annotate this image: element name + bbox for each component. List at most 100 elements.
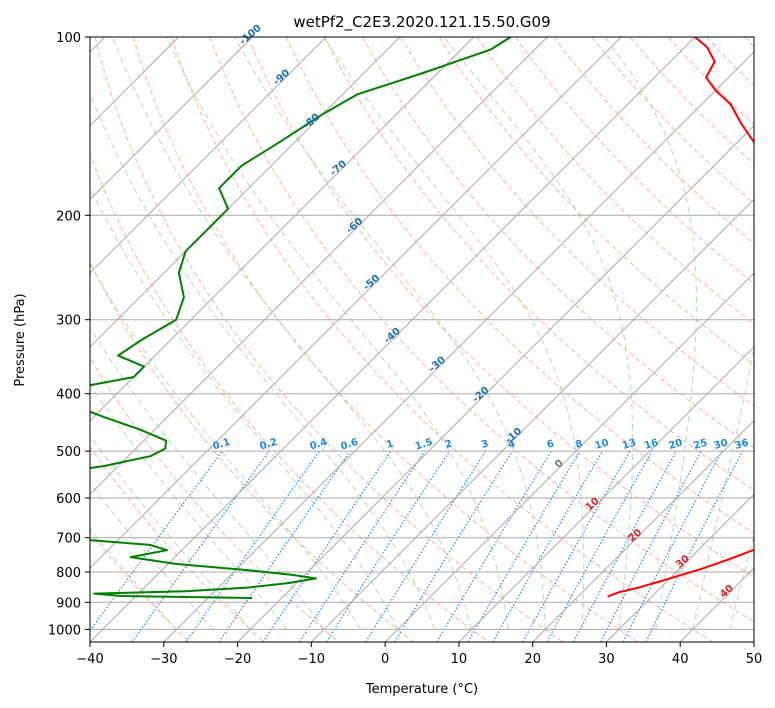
x-tick-label: −20	[224, 652, 251, 667]
isotherm-gridline	[90, 37, 253, 201]
dewpoint-profile-line	[90, 37, 512, 599]
isotherm-gridline	[90, 37, 475, 422]
dry-adiabat	[90, 260, 414, 642]
plot-frame	[89, 36, 755, 643]
moist-adiabat	[90, 434, 251, 630]
mixing-ratio-line	[325, 450, 450, 642]
dry-adiabat	[515, 37, 754, 285]
mixing-ratio-label: 0.4	[308, 437, 328, 453]
dry-adiabat	[400, 37, 754, 407]
moist-adiabat	[604, 37, 698, 630]
mixing-ratio-line	[262, 450, 392, 642]
mixing-ratio-line	[436, 450, 552, 642]
isotherm-gridline	[90, 37, 622, 569]
mixing-ratio-label: 0.2	[258, 437, 278, 453]
mixing-ratio-label: 25	[692, 437, 709, 452]
y-tick-label: 300	[56, 314, 81, 329]
dry-adiabat	[132, 37, 639, 642]
mixing-ratio-label: 4	[507, 438, 517, 451]
dry-adiabat	[629, 37, 754, 165]
mixing-ratio-label: 20	[667, 437, 684, 452]
mixing-ratio-line	[546, 450, 653, 642]
mixing-ratio-label: 6	[546, 438, 556, 451]
mixing-ratio-label: 2	[444, 438, 454, 451]
x-axis-label: Temperature (°C)	[365, 682, 478, 697]
dry-adiabat	[171, 37, 713, 642]
moist-adiabat	[90, 527, 177, 630]
moist-adiabat	[692, 346, 754, 630]
x-tick-label: 20	[524, 652, 541, 667]
temperature-profile-line	[607, 37, 754, 598]
x-tick-label: −10	[298, 652, 325, 667]
mixing-ratio-line	[622, 450, 723, 642]
dry-adiabat	[553, 37, 754, 245]
mixing-ratio-label: 36	[734, 437, 751, 452]
grid-lines	[90, 37, 754, 642]
x-tick-label: 50	[746, 652, 763, 667]
mixing-ratio-line	[185, 450, 320, 642]
chart-title: wetPf2_C2E3.2020.121.15.50.G09	[293, 13, 550, 32]
isotherm-gridline	[384, 272, 754, 642]
mixing-ratio-label: 0.1	[211, 437, 231, 453]
isotherm-gridline	[163, 51, 754, 642]
isotherm-gridline	[90, 37, 327, 274]
mixing-ratio-label: 0.6	[339, 437, 359, 453]
plot-area	[90, 37, 754, 642]
dry-adiabat	[323, 37, 754, 491]
y-tick-label: 1000	[48, 623, 81, 638]
moist-adiabat	[729, 533, 754, 630]
mixing-ratio-label: 8	[574, 438, 584, 451]
dry-adiabat	[285, 37, 754, 534]
isotherm-gridline	[606, 493, 754, 642]
isotherm-gridline	[90, 37, 696, 642]
mixing-ratio-label: 3	[480, 438, 490, 451]
x-axis-ticks: −40 −30 −20 −10 0 10 20 30 40 50	[76, 642, 762, 667]
isotherm-gridline	[753, 641, 754, 642]
dry-adiabat	[438, 37, 754, 366]
mixing-ratio-line	[645, 450, 744, 642]
background-lines	[90, 37, 754, 642]
isotherm-gridline	[90, 37, 401, 348]
dry-adiabat	[94, 37, 564, 642]
mixing-ratio-line	[131, 450, 270, 642]
moist-adiabat	[234, 37, 546, 630]
isotherm-gridline	[532, 419, 754, 642]
dry-adiabat	[90, 446, 265, 642]
y-tick-label: 400	[56, 388, 81, 403]
mixing-ratio-line	[600, 450, 702, 642]
mixing-ratio-line	[218, 450, 351, 642]
x-tick-label: 10	[451, 652, 468, 667]
y-axis-label: Pressure (hPa)	[13, 293, 28, 386]
dry-adiabat	[209, 37, 754, 623]
x-tick-label: −30	[150, 652, 177, 667]
y-tick-label: 100	[56, 31, 81, 46]
sounding-profiles	[90, 37, 754, 599]
isotherm-gridline	[90, 37, 548, 496]
isotherm-gridline	[310, 198, 754, 642]
x-tick-label: 0	[381, 652, 389, 667]
mixing-ratio-line	[365, 450, 487, 642]
moist-adiabat	[90, 262, 362, 630]
mixing-ratio-label: 1	[385, 438, 395, 451]
isotherm-gridline	[458, 346, 754, 642]
dry-adiabat	[247, 37, 754, 578]
y-tick-label: 800	[56, 566, 81, 581]
mixing-ratio-line	[522, 450, 631, 642]
isotherm-gridline	[237, 124, 754, 642]
mixing-ratio-label: 1.5	[414, 437, 434, 453]
y-tick-label: 500	[56, 445, 81, 460]
mixing-ratio-line	[299, 450, 426, 642]
y-axis-ticks: 100 200 300 400 500 600 700 800 900 1000	[48, 31, 90, 638]
mixing-ratio-label: 16	[643, 437, 660, 452]
x-tick-label: 40	[672, 652, 689, 667]
moist-adiabat	[90, 186, 399, 630]
y-tick-label: 200	[56, 209, 81, 224]
x-tick-label: 30	[598, 652, 615, 667]
mixing-ratio-label: 30	[713, 437, 730, 452]
moist-adiabat	[323, 37, 585, 630]
moist-adiabat	[165, 37, 509, 630]
mixing-ratio-label: 13	[621, 437, 638, 452]
moist-adiabat	[90, 92, 436, 630]
moist-adiabat	[111, 37, 472, 630]
